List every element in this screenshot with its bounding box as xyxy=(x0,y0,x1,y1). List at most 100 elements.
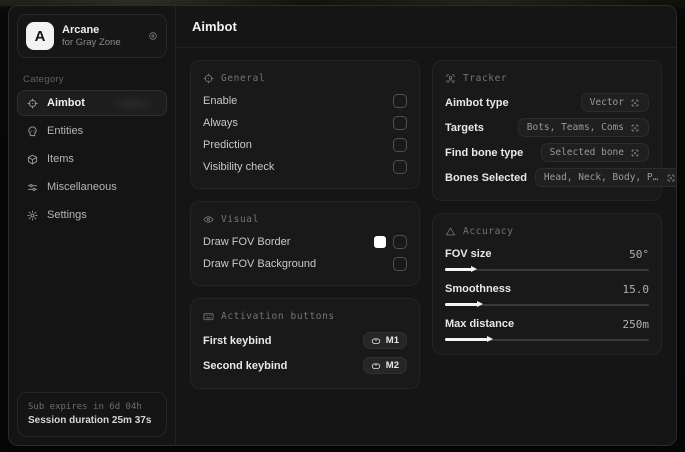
general-row-prediction: Prediction xyxy=(203,134,407,156)
mouse-icon xyxy=(371,336,381,346)
tracker-title: Tracker xyxy=(463,73,508,84)
skull-icon xyxy=(27,125,38,137)
sidebar: A Arcane for Gray Zone Category Aimbot En… xyxy=(9,6,176,445)
gear-icon xyxy=(27,209,38,221)
general-title: General xyxy=(221,73,266,84)
sidebar-spacer xyxy=(9,228,175,384)
slider-value: 15.0 xyxy=(622,282,650,296)
content: General Enable Always Prediction Visibility… xyxy=(176,48,676,445)
targets-dropdown[interactable]: Bots, Teams, Coms xyxy=(517,118,649,137)
row-controls xyxy=(374,235,407,249)
eye-icon xyxy=(203,214,214,225)
sidebar-item-label: Entities xyxy=(47,125,84,137)
slider-track xyxy=(445,304,649,306)
accuracy-row-max-distance: Max distance 250m xyxy=(445,316,649,342)
smoothness-slider[interactable] xyxy=(445,300,649,307)
left-column: General Enable Always Prediction Visibility… xyxy=(190,60,420,433)
slider-value: 250m xyxy=(622,317,650,331)
visual-header: Visual xyxy=(203,214,407,225)
accuracy-card: Accuracy FOV size 50° Smoothness 15.0 Max di… xyxy=(432,213,662,355)
aimbot-type-dropdown[interactable]: Vector xyxy=(580,93,649,112)
dropdown-value: Selected bone xyxy=(549,147,624,158)
select-box-icon xyxy=(630,123,640,133)
app-subtitle: for Gray Zone xyxy=(62,36,121,48)
second-keybind-button[interactable]: M2 xyxy=(362,357,407,374)
select-box-icon xyxy=(666,173,676,183)
row-label: Prediction xyxy=(203,139,252,151)
row-label: Find bone type xyxy=(445,146,524,159)
sub-expiry-text: Sub expires in 6d 04h xyxy=(28,402,142,412)
row-label: Draw FOV Border xyxy=(203,236,291,248)
brand-settings-icon[interactable] xyxy=(148,31,158,41)
bones-selected-dropdown[interactable]: Head, Neck, Body, Pe.. xyxy=(534,168,676,187)
find-bone-type-dropdown[interactable]: Selected bone xyxy=(540,143,649,162)
activation-rows: First keybind M1 Second keybind M2 xyxy=(203,328,407,378)
user-scan-icon xyxy=(445,73,456,84)
subscription-card: Sub expires in 6d 04h Session duration 2… xyxy=(17,392,167,437)
accuracy-header: Accuracy xyxy=(445,226,649,237)
fov-size-slider[interactable] xyxy=(445,265,649,272)
row-label: Bones Selected xyxy=(445,171,527,184)
select-box-icon xyxy=(630,98,640,108)
sidebar-item-items[interactable]: Items xyxy=(17,146,167,172)
always-checkbox[interactable] xyxy=(393,116,407,130)
slider-track xyxy=(445,269,649,271)
slider-thumb[interactable] xyxy=(445,265,476,272)
slider-track xyxy=(445,339,649,341)
page-title: Aimbot xyxy=(192,19,237,34)
row-label: Draw FOV Background xyxy=(203,258,317,270)
sidebar-item-label: Items xyxy=(47,153,74,165)
session-duration-text: Session duration 25m 37s xyxy=(28,415,152,426)
box-icon xyxy=(27,154,38,165)
dropdown-value: Vector xyxy=(589,97,624,108)
sidebar-item-miscellaneous[interactable]: Miscellaneous xyxy=(17,174,167,200)
first-keybind-button[interactable]: M1 xyxy=(362,332,407,349)
draw-fov-background-checkbox[interactable] xyxy=(393,257,407,271)
enable-checkbox[interactable] xyxy=(393,94,407,108)
tracker-row-find-bone-type: Find bone type Selected bone xyxy=(445,140,649,165)
slider-thumb[interactable] xyxy=(445,335,493,342)
tracker-header: Tracker xyxy=(445,73,649,84)
general-header: General xyxy=(203,73,407,84)
row-label: Max distance xyxy=(445,318,515,330)
tracker-row-bones-selected: Bones Selected Head, Neck, Body, Pe.. xyxy=(445,165,676,190)
activation-row-first-keybind: First keybind M1 xyxy=(203,328,407,353)
prediction-checkbox[interactable] xyxy=(393,138,407,152)
sidebar-nav: Aimbot Entities Items Miscellaneous Settings xyxy=(9,90,175,228)
sidebar-item-label: Miscellaneous xyxy=(47,181,117,193)
row-label: Always xyxy=(203,117,238,129)
sliders-icon xyxy=(27,182,38,193)
sidebar-item-settings[interactable]: Settings xyxy=(17,202,167,228)
max-distance-slider[interactable] xyxy=(445,335,649,342)
sidebar-item-aimbot[interactable]: Aimbot xyxy=(17,90,167,116)
sidebar-item-label: Settings xyxy=(47,209,87,221)
tracker-rows: Aimbot type Vector Targets Bots, Teams, Com… xyxy=(445,90,676,190)
row-controls xyxy=(393,160,407,174)
color-swatch[interactable] xyxy=(374,236,386,248)
sidebar-item-label: Aimbot xyxy=(47,97,85,109)
category-label: Category xyxy=(23,74,64,85)
general-rows: Enable Always Prediction Visibility check xyxy=(203,90,407,178)
select-box-icon xyxy=(630,148,640,158)
app-name: Arcane xyxy=(62,23,100,36)
brand-card: A Arcane for Gray Zone xyxy=(17,14,167,58)
draw-fov-border-checkbox[interactable] xyxy=(393,235,407,249)
slider-value: 50° xyxy=(629,247,649,261)
dropdown-value: Bots, Teams, Coms xyxy=(526,122,624,133)
accuracy-title: Accuracy xyxy=(463,226,514,237)
tracker-row-aimbot-type: Aimbot type Vector xyxy=(445,90,649,115)
app-window: A Arcane for Gray Zone Category Aimbot En… xyxy=(8,5,677,446)
general-card: General Enable Always Prediction Visibility… xyxy=(190,60,420,189)
activation-title: Activation buttons xyxy=(221,311,335,322)
row-label: Smoothness xyxy=(445,283,512,295)
keybind-value: M1 xyxy=(385,335,399,346)
sidebar-item-entities[interactable]: Entities xyxy=(17,118,167,144)
visibility-check-checkbox[interactable] xyxy=(393,160,407,174)
row-controls xyxy=(393,116,407,130)
tracker-card: Tracker Aimbot type Vector Targets Bots, Te… xyxy=(432,60,676,201)
crosshair-icon xyxy=(27,97,38,109)
general-row-enable: Enable xyxy=(203,90,407,112)
row-label: Visibility check xyxy=(203,161,275,173)
general-row-visibility-check: Visibility check xyxy=(203,156,407,178)
slider-thumb[interactable] xyxy=(445,300,483,307)
